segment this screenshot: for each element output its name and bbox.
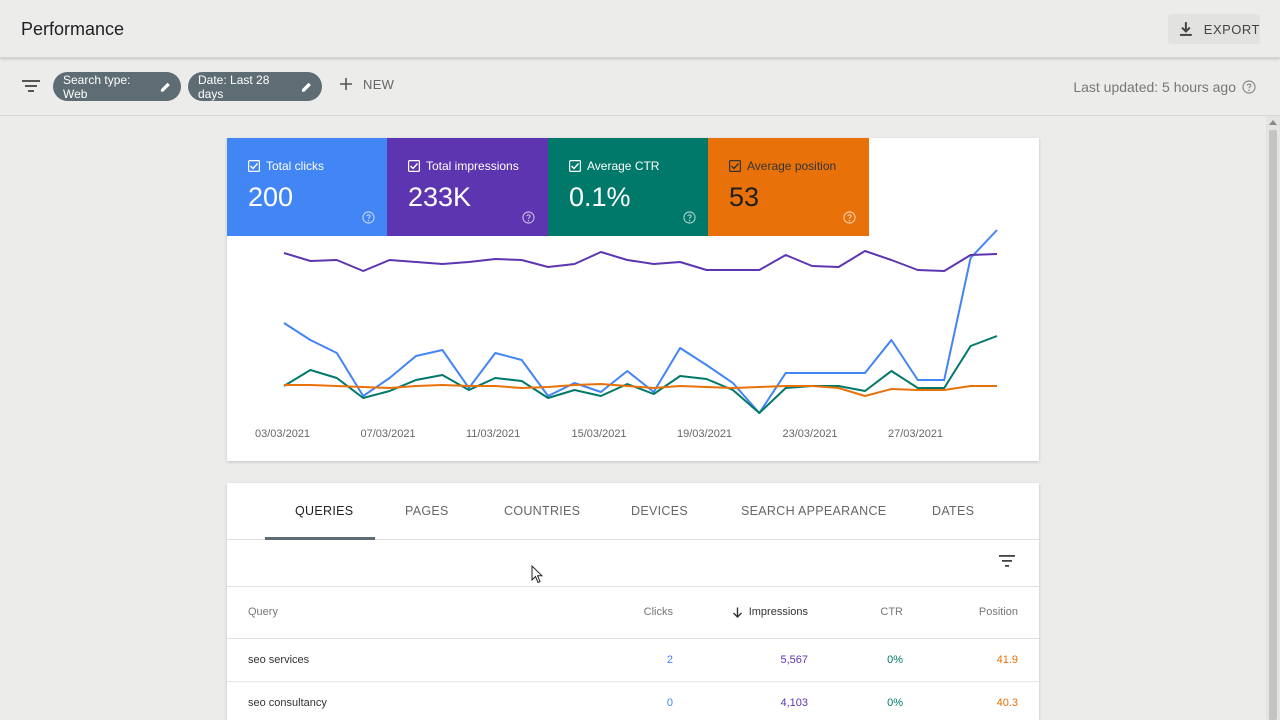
new-filter-label: NEW: [363, 76, 395, 92]
metric-card-total-clicks[interactable]: Total clicks 200: [227, 138, 388, 236]
download-icon: [1179, 22, 1192, 36]
top-app-bar: Performance EXPORT: [0, 0, 1280, 58]
cell-ctr: 0%: [887, 697, 903, 709]
page-title: Performance: [21, 19, 125, 39]
x-tick-label: 27/03/2021: [888, 428, 943, 440]
divider: [227, 586, 1039, 587]
metric-card-average-ctr[interactable]: Average CTR 0.1%: [548, 138, 709, 236]
table-row[interactable]: seo consultancy 0 4,103 0% 40.3: [227, 682, 1039, 720]
metric-card-average-position[interactable]: Average position 53: [708, 138, 869, 236]
divider: [227, 638, 1039, 639]
new-filter-button[interactable]: NEW: [338, 76, 394, 92]
cell-position: 40.3: [996, 697, 1018, 709]
x-tick-label: 15/03/2021: [572, 428, 627, 440]
filter-bar: Search type: Web Date: Last 28 days: [0, 58, 1280, 116]
column-header-ctr[interactable]: CTR: [880, 606, 903, 618]
series-line-average-position: [284, 383, 997, 397]
plus-icon: [340, 78, 352, 90]
mouse-cursor-icon: [531, 565, 543, 584]
filter-icon[interactable]: [22, 78, 40, 94]
cell-clicks: 2: [666, 654, 673, 666]
date-chip-label: Date: Last 28 days: [198, 72, 270, 101]
x-tick-label: 03/03/2021: [255, 428, 310, 440]
metric-card-total-impressions[interactable]: Total impressions 233K: [387, 138, 548, 236]
date-chip[interactable]: Date: Last 28 days: [188, 72, 322, 101]
help-icon[interactable]: [843, 211, 856, 224]
series-line-average-ctr: [283, 335, 998, 414]
tab-search-appearance[interactable]: SEARCH APPEARANCE: [741, 504, 887, 518]
cell-ctr: 0%: [887, 654, 903, 666]
tab-countries[interactable]: COUNTRIES: [504, 504, 581, 518]
checkbox-checked-icon[interactable]: [248, 160, 260, 172]
tab-queries[interactable]: QUERIES: [295, 504, 354, 518]
metric-value: 53: [729, 182, 760, 212]
metric-value: 200: [248, 182, 294, 212]
cell-impressions: 5,567: [780, 654, 808, 666]
scroll-up-arrow-icon[interactable]: [1269, 120, 1277, 125]
cell-clicks: 0: [666, 697, 673, 709]
series-line-total-impressions: [283, 250, 998, 272]
search-type-chip-label: Search type: Web: [63, 72, 131, 101]
table-filter-icon[interactable]: [999, 554, 1015, 568]
help-icon[interactable]: [1242, 80, 1256, 94]
column-header-query[interactable]: Query: [248, 606, 278, 618]
metric-value: 233K: [408, 182, 472, 212]
x-tick-label: 19/03/2021: [677, 428, 732, 440]
metric-label: Average CTR: [587, 159, 660, 173]
dimension-table-card: QUERIES PAGES COUNTRIES DEVICES SEARCH A…: [227, 483, 1039, 720]
scroll-thumb[interactable]: [1269, 130, 1277, 720]
metric-value: 0.1%: [569, 182, 631, 212]
column-header-position[interactable]: Position: [978, 606, 1018, 618]
help-icon[interactable]: [683, 211, 696, 224]
checkbox-checked-icon[interactable]: [729, 160, 741, 172]
series-line-total-clicks: [283, 229, 998, 414]
column-header-impressions-label: Impressions: [748, 606, 808, 618]
last-updated: Last updated: 5 hours ago: [1073, 79, 1256, 95]
cell-query: seo consultancy: [248, 697, 327, 709]
export-button[interactable]: EXPORT: [1168, 14, 1260, 44]
page-scrollbar[interactable]: [1266, 116, 1280, 720]
cell-impressions: 4,103: [780, 697, 808, 709]
help-icon[interactable]: [362, 211, 375, 224]
metric-label: Total clicks: [266, 159, 325, 173]
x-tick-label: 23/03/2021: [783, 428, 838, 440]
help-icon[interactable]: [522, 211, 535, 224]
column-header-impressions[interactable]: Impressions: [732, 606, 808, 618]
edit-icon: [301, 82, 311, 92]
export-label: EXPORT: [1203, 21, 1260, 37]
performance-chart: 03/03/2021 07/03/2021 11/03/2021 15/03/2021…: [255, 229, 998, 440]
metric-label: Average position: [747, 159, 837, 173]
cell-position: 41.9: [996, 654, 1018, 666]
metric-label: Total impressions: [426, 159, 519, 173]
active-tab-indicator: [265, 537, 375, 540]
x-tick-label: 07/03/2021: [361, 428, 416, 440]
tab-pages[interactable]: PAGES: [405, 504, 449, 518]
cell-query: seo services: [248, 654, 310, 666]
sort-arrow-down-icon: [732, 607, 742, 618]
x-tick-label: 11/03/2021: [466, 428, 520, 440]
tab-devices[interactable]: DEVICES: [631, 504, 688, 518]
dimension-tabs: QUERIES PAGES COUNTRIES DEVICES SEARCH A…: [227, 483, 1039, 540]
last-updated-text: Last updated: 5 hours ago: [1073, 79, 1236, 95]
edit-icon: [160, 82, 170, 92]
column-header-clicks[interactable]: Clicks: [643, 606, 673, 618]
search-type-chip[interactable]: Search type: Web: [53, 72, 181, 101]
tab-dates[interactable]: DATES: [932, 504, 975, 518]
performance-chart-card: 03/03/2021 07/03/2021 11/03/2021 15/03/2021…: [227, 138, 1039, 461]
checkbox-checked-icon[interactable]: [408, 160, 420, 172]
table-row[interactable]: seo services 2 5,567 0% 41.9: [227, 639, 1039, 682]
checkbox-checked-icon[interactable]: [569, 160, 581, 172]
